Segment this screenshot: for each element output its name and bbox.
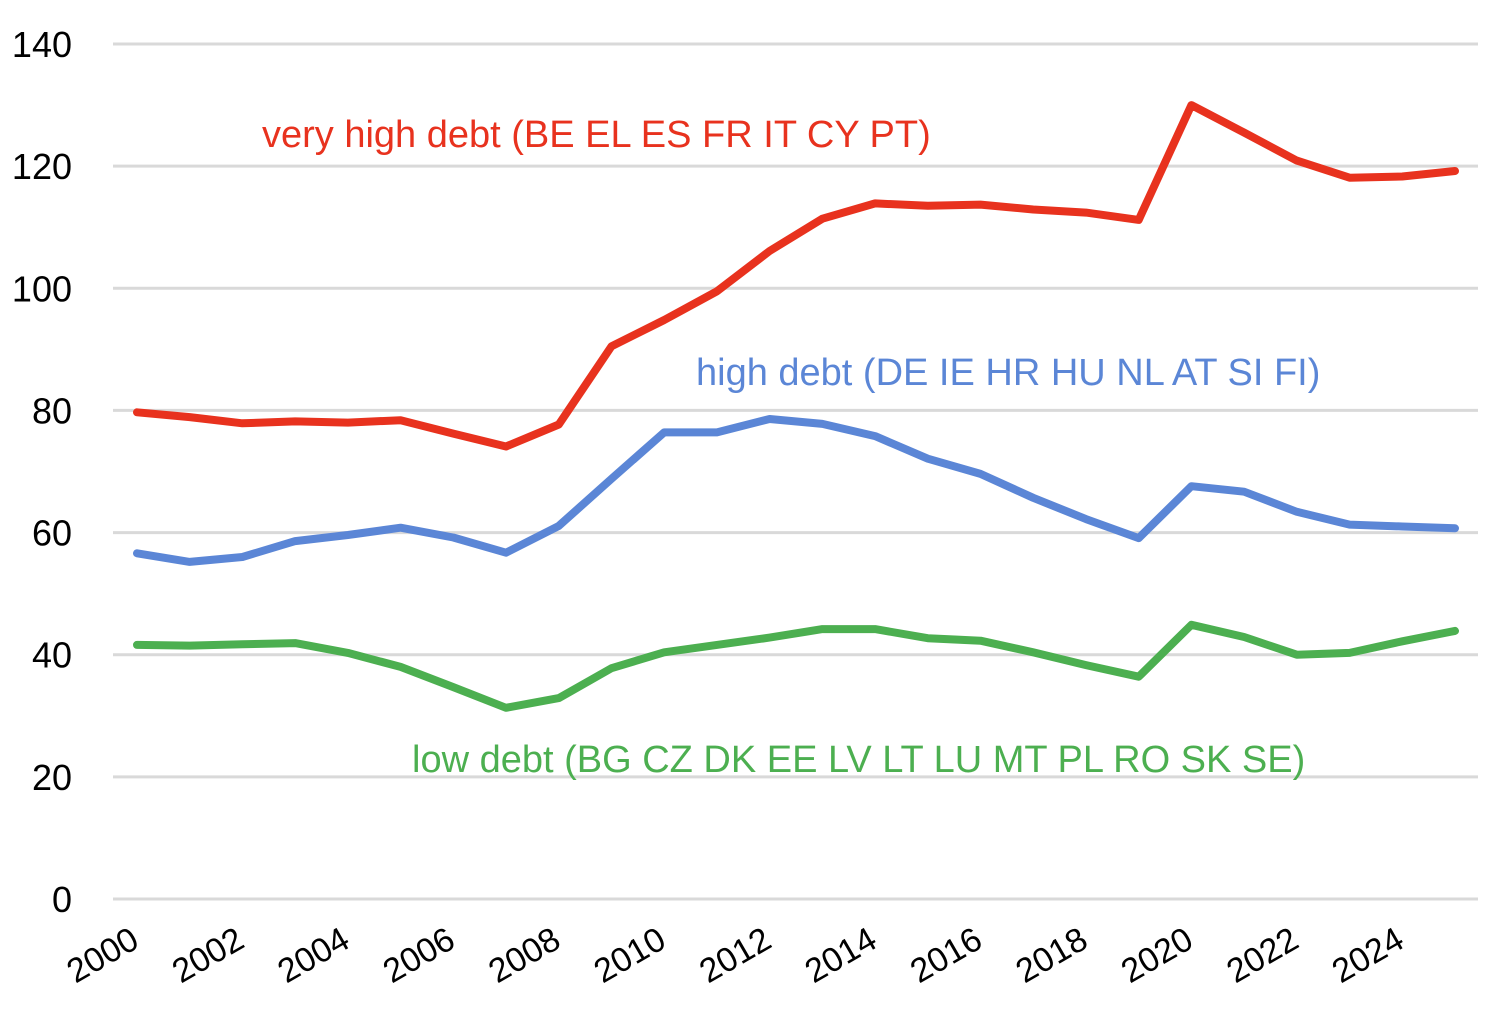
x-tick-label: 2000	[60, 920, 145, 991]
x-tick-label: 2008	[482, 920, 567, 991]
y-tick-label: 140	[12, 24, 72, 65]
y-tick-label: 100	[12, 268, 72, 309]
series-label-2: low debt (BG CZ DK EE LV LT LU MT PL RO …	[412, 739, 1305, 781]
y-tick-label: 60	[32, 513, 72, 554]
x-tick-label: 2018	[1009, 920, 1094, 991]
x-tick-label: 2004	[271, 920, 356, 991]
series-line-0	[133, 101, 1459, 451]
y-tick-label: 0	[52, 879, 72, 920]
series-line-1	[133, 415, 1459, 566]
x-tick-label: 2024	[1326, 920, 1411, 991]
series-line-2	[133, 620, 1459, 712]
y-tick-label: 20	[32, 757, 72, 798]
x-tick-label: 2020	[1115, 920, 1200, 991]
x-tick-label: 2002	[166, 920, 251, 991]
x-tick-label: 2016	[904, 920, 989, 991]
series-label-0: very high debt (BE EL ES FR IT CY PT)	[262, 114, 931, 156]
series-label-1: high debt (DE IE HR HU NL AT SI FI)	[696, 352, 1320, 394]
series-labels: very high debt (BE EL ES FR IT CY PT) hig…	[262, 114, 1320, 781]
y-tick-label: 120	[12, 146, 72, 187]
y-axis-ticks: 0 20 40 60 80 100 120 140	[12, 24, 72, 920]
x-tick-label: 2010	[588, 920, 673, 991]
series-lines	[133, 101, 1459, 712]
x-axis-ticks: 2000 2002 2004 2006 2008 2010 2012 2014 2016 2018…	[60, 920, 1410, 991]
x-tick-label: 2014	[799, 920, 884, 991]
y-tick-label: 80	[32, 390, 72, 431]
x-tick-label: 2006	[377, 920, 462, 991]
x-tick-label: 2022	[1220, 920, 1305, 991]
x-tick-label: 2012	[693, 920, 778, 991]
y-tick-label: 40	[32, 635, 72, 676]
